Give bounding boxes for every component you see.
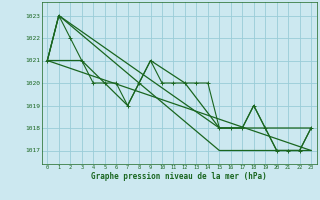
X-axis label: Graphe pression niveau de la mer (hPa): Graphe pression niveau de la mer (hPa) [91,172,267,181]
